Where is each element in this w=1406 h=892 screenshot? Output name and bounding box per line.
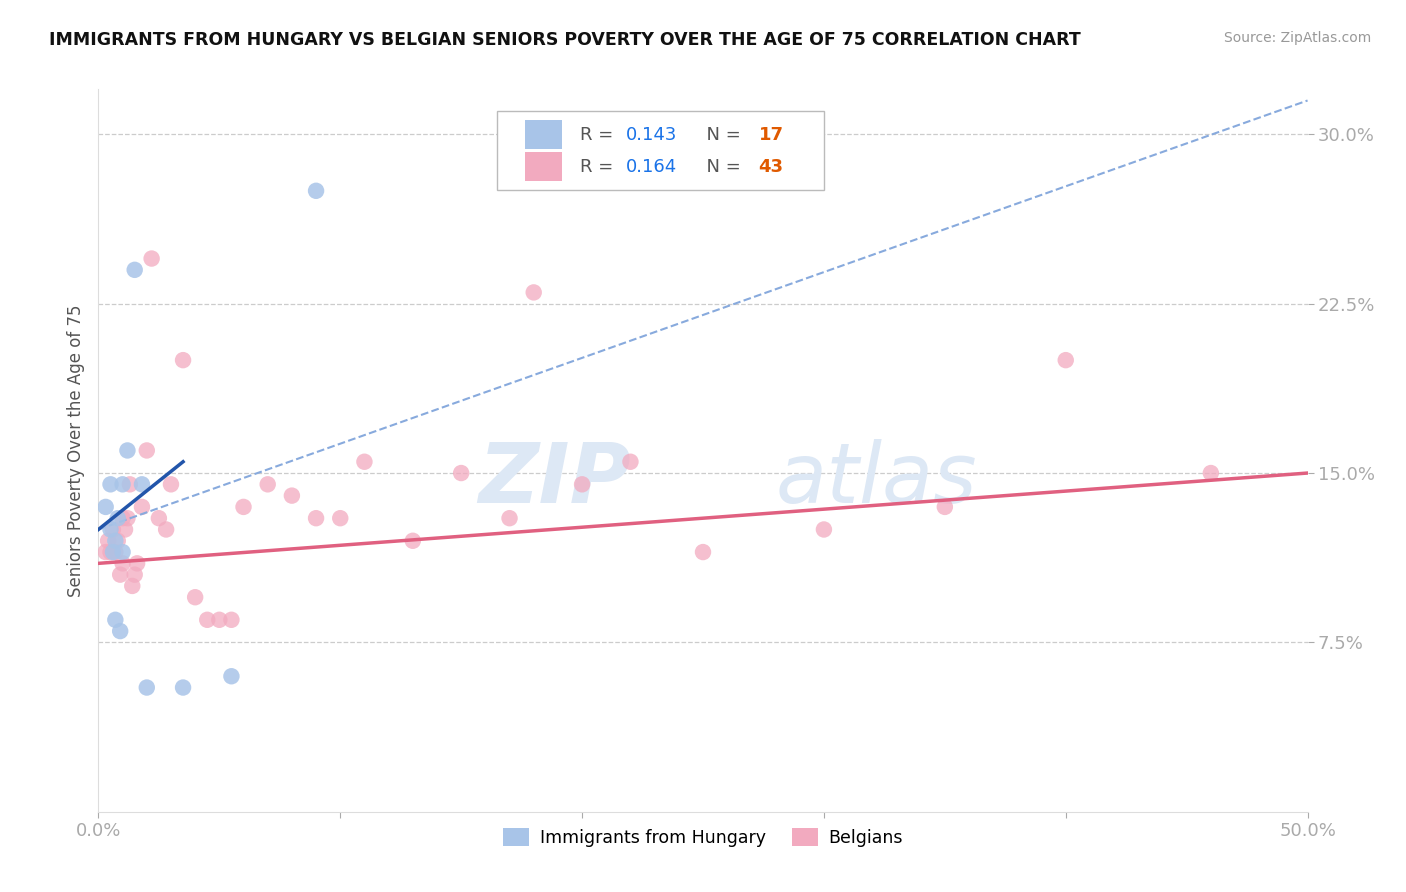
Text: atlas: atlas <box>776 439 977 520</box>
Point <box>184 591 207 605</box>
Point <box>111 477 134 491</box>
FancyBboxPatch shape <box>526 120 561 149</box>
Point <box>221 669 243 683</box>
Point <box>1054 353 1077 368</box>
Point <box>523 285 546 300</box>
Point <box>172 353 194 368</box>
Point <box>813 523 835 537</box>
Point <box>97 533 120 548</box>
Point <box>402 533 425 548</box>
Text: R =: R = <box>579 126 619 144</box>
Point <box>221 613 243 627</box>
Point <box>124 262 146 277</box>
Point <box>208 613 231 627</box>
Point <box>94 545 117 559</box>
Point <box>305 511 328 525</box>
Point <box>104 545 127 559</box>
Text: Source: ZipAtlas.com: Source: ZipAtlas.com <box>1223 31 1371 45</box>
Point <box>195 613 218 627</box>
Point <box>118 477 141 491</box>
Point <box>104 533 127 548</box>
Point <box>232 500 254 514</box>
Point <box>692 545 714 559</box>
Point <box>131 500 153 514</box>
Point <box>353 455 375 469</box>
Point <box>101 545 124 559</box>
Text: ZIP: ZIP <box>478 439 630 520</box>
Point <box>111 511 134 525</box>
Text: 17: 17 <box>759 126 783 144</box>
Text: 43: 43 <box>759 158 783 176</box>
Point <box>107 511 129 525</box>
Point <box>160 477 183 491</box>
Text: 0.143: 0.143 <box>626 126 676 144</box>
Point <box>127 557 149 571</box>
Point <box>305 184 328 198</box>
Text: IMMIGRANTS FROM HUNGARY VS BELGIAN SENIORS POVERTY OVER THE AGE OF 75 CORRELATIO: IMMIGRANTS FROM HUNGARY VS BELGIAN SENIO… <box>49 31 1081 49</box>
Point <box>498 511 520 525</box>
Text: 0.164: 0.164 <box>626 158 676 176</box>
Point <box>124 567 146 582</box>
Point <box>94 500 117 514</box>
Legend: Immigrants from Hungary, Belgians: Immigrants from Hungary, Belgians <box>496 821 910 854</box>
FancyBboxPatch shape <box>498 111 824 190</box>
Text: N =: N = <box>695 158 747 176</box>
Point <box>135 681 157 695</box>
Text: N =: N = <box>695 126 747 144</box>
Point <box>107 533 129 548</box>
Point <box>281 489 304 503</box>
Text: R =: R = <box>579 158 619 176</box>
Point <box>121 579 143 593</box>
Y-axis label: Seniors Poverty Over the Age of 75: Seniors Poverty Over the Age of 75 <box>66 304 84 597</box>
Point <box>117 443 139 458</box>
Point <box>101 523 124 537</box>
Point <box>131 477 153 491</box>
Point <box>172 681 194 695</box>
Point <box>1199 466 1222 480</box>
Point <box>135 443 157 458</box>
Point <box>111 545 134 559</box>
Point <box>100 545 122 559</box>
Point <box>100 477 122 491</box>
Point <box>148 511 170 525</box>
Point <box>100 523 122 537</box>
Point <box>619 455 641 469</box>
Point <box>934 500 956 514</box>
FancyBboxPatch shape <box>526 152 561 181</box>
Point <box>108 624 131 639</box>
Point <box>141 252 163 266</box>
Point <box>155 523 177 537</box>
Point <box>111 557 134 571</box>
Point <box>104 613 127 627</box>
Point <box>108 567 131 582</box>
Point <box>571 477 593 491</box>
Point <box>117 511 139 525</box>
Point <box>256 477 278 491</box>
Point <box>114 523 136 537</box>
Point <box>329 511 352 525</box>
Point <box>450 466 472 480</box>
